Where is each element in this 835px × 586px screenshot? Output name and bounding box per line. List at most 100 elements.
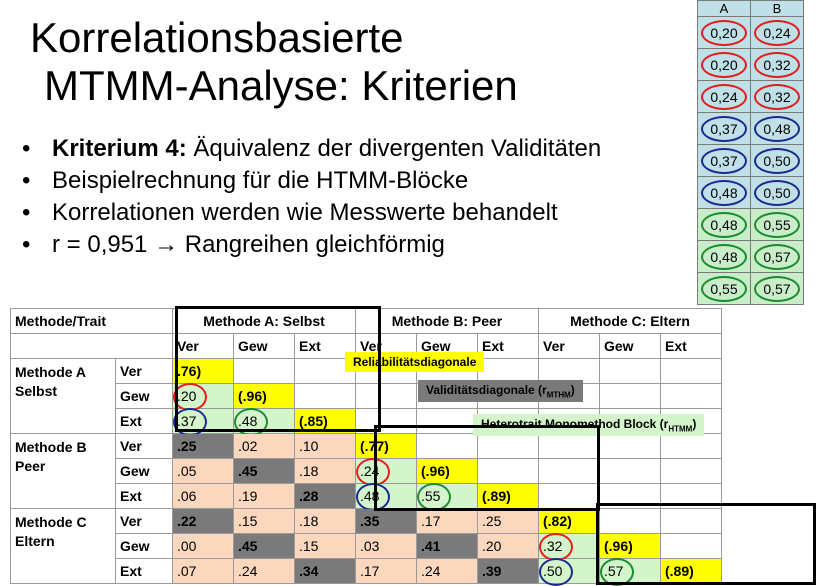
matrix-cell: .50 [538, 558, 600, 586]
matrix-cell: .20 [477, 533, 539, 559]
matrix-cell [599, 433, 661, 459]
matrix-cell: .57 [599, 558, 661, 586]
circled-value: 0,55 [701, 275, 747, 302]
matrix-cell: .25 [172, 433, 234, 459]
method-b-header: Methode B: Peer [355, 308, 539, 334]
matrix-cell [477, 433, 539, 459]
highlight-circle [539, 533, 573, 561]
method-row-header: Methode C Eltern [10, 508, 116, 584]
trait-column-header: Ver [538, 333, 600, 359]
matrix-row: Gew .05.45.18.24 (.96) [11, 458, 722, 486]
matrix-cell: .20 [172, 383, 234, 411]
matrix-cell: .03 [355, 533, 417, 559]
matrix-row: Gew .20 (.96) [11, 383, 722, 411]
circled-value: 0,48 [701, 243, 747, 270]
matrix-cell [599, 483, 661, 509]
heterotrait-monomethod-label: Heterotrait Monomethod Block (rHTMM) [473, 414, 705, 437]
trait-row-label: Ver [115, 358, 173, 384]
matrix-cell [538, 483, 600, 509]
column-header-b: B [750, 0, 804, 17]
matrix-cell [599, 358, 661, 384]
matrix-cell: .24 [416, 558, 478, 584]
matrix-cell: .48 [355, 483, 417, 511]
matrix-cell: .05 [172, 458, 234, 484]
trait-row-label: Gew [115, 458, 173, 484]
matrix-cell: .10 [294, 433, 356, 459]
matrix-cell [538, 358, 600, 384]
circled-value: 0,24 [754, 19, 800, 46]
page-title: Korrelationsbasierte MTMM-Analyse: Krite… [30, 14, 518, 110]
matrix-cell: .17 [416, 508, 478, 534]
bullet-list: Kriterium 4: Äquivalenz der divergenten … [22, 136, 682, 264]
rank-cell-a: 0,20 [697, 48, 751, 81]
circled-value: 0,37 [701, 115, 747, 142]
matrix-cell [660, 483, 722, 509]
matrix-cell [660, 533, 722, 559]
matrix-cell [355, 408, 417, 434]
bullet-item: Kriterium 4: Äquivalenz der divergenten … [22, 136, 682, 161]
rank-cell-b: 0,24 [750, 16, 804, 49]
matrix-cell: .18 [294, 458, 356, 484]
matrix-cell: .55 [416, 483, 478, 511]
rank-row: 0,55 0,57 [697, 272, 804, 305]
validity-diagonal-label: Validitätsdiagonale (rMTHM) [418, 380, 583, 403]
matrix-cell: .48 [233, 408, 295, 436]
rank-cell-b: 0,57 [750, 272, 804, 305]
matrix-cell: .28 [294, 483, 356, 509]
title-line-1: Korrelationsbasierte [30, 14, 404, 61]
rank-cell-b: 0,32 [750, 80, 804, 113]
rank-row: 0,37 0,48 [697, 112, 804, 145]
rank-cell-a: 0,24 [697, 80, 751, 113]
matrix-cell: .35 [355, 508, 417, 534]
matrix-cell: .25 [477, 508, 539, 534]
matrix-cell: .00 [172, 533, 234, 559]
rank-cell-b: 0,32 [750, 48, 804, 81]
rank-cell-a: 0,20 [697, 16, 751, 49]
circled-value: 0,20 [701, 51, 747, 78]
highlight-circle [234, 408, 268, 436]
matrix-cell: .37 [172, 408, 234, 436]
matrix-cell: .06 [172, 483, 234, 509]
rank-row: 0,24 0,32 [697, 80, 804, 113]
circled-value: 0,57 [754, 275, 800, 302]
matrix-cell: .17 [355, 558, 417, 584]
matrix-cell: .15 [233, 508, 295, 534]
circled-value: 0,55 [754, 211, 800, 238]
trait-row-label: Ext [115, 408, 173, 434]
circled-value: 0,48 [701, 211, 747, 238]
bullet-item: Korrelationen werden wie Messwerte behan… [22, 200, 682, 225]
bullet-item: Beispielrechnung für die HTMM-Blöcke [22, 168, 682, 193]
rank-row: 0,48 0,50 [697, 176, 804, 209]
matrix-cell: .24 [233, 558, 295, 584]
matrix-cell [416, 433, 478, 459]
matrix-cell [538, 433, 600, 459]
circled-value: 0,50 [754, 147, 800, 174]
matrix-cell [477, 358, 539, 384]
matrix-cell [660, 383, 722, 409]
rank-cell-b: 0,50 [750, 144, 804, 177]
circled-value: 0,32 [754, 83, 800, 110]
matrix-cell: (.82) [538, 508, 600, 534]
matrix-cell [599, 508, 661, 534]
circled-value: 0,48 [754, 115, 800, 142]
matrix-row: Methode C Eltern Ver .22.15.18.35.17.25 (.82… [10, 508, 722, 584]
matrix-cell [660, 458, 722, 484]
matrix-cell [599, 383, 661, 409]
matrix-cell: (.85) [294, 408, 356, 434]
matrix-cell: .39 [477, 558, 539, 584]
highlight-circle [539, 558, 573, 586]
matrix-cell [233, 358, 295, 384]
highlight-circle [417, 483, 451, 511]
method-a-header: Methode A: Selbst [172, 308, 356, 334]
circled-value: 0,24 [701, 83, 747, 110]
rank-row: 0,48 0,55 [697, 208, 804, 241]
matrix-row: Ext .07.24.34.17.24.39.50.57 (.89) [11, 558, 722, 586]
method-row-header: Methode A Selbst [10, 358, 116, 434]
matrix-cell: .41 [416, 533, 478, 559]
highlight-circle [173, 408, 207, 436]
matrix-cell: .32 [538, 533, 600, 561]
trait-column-header: Gew [599, 333, 661, 359]
matrix-cell [599, 458, 661, 484]
matrix-cell: (.96) [416, 458, 478, 484]
rank-cell-a: 0,48 [697, 176, 751, 209]
